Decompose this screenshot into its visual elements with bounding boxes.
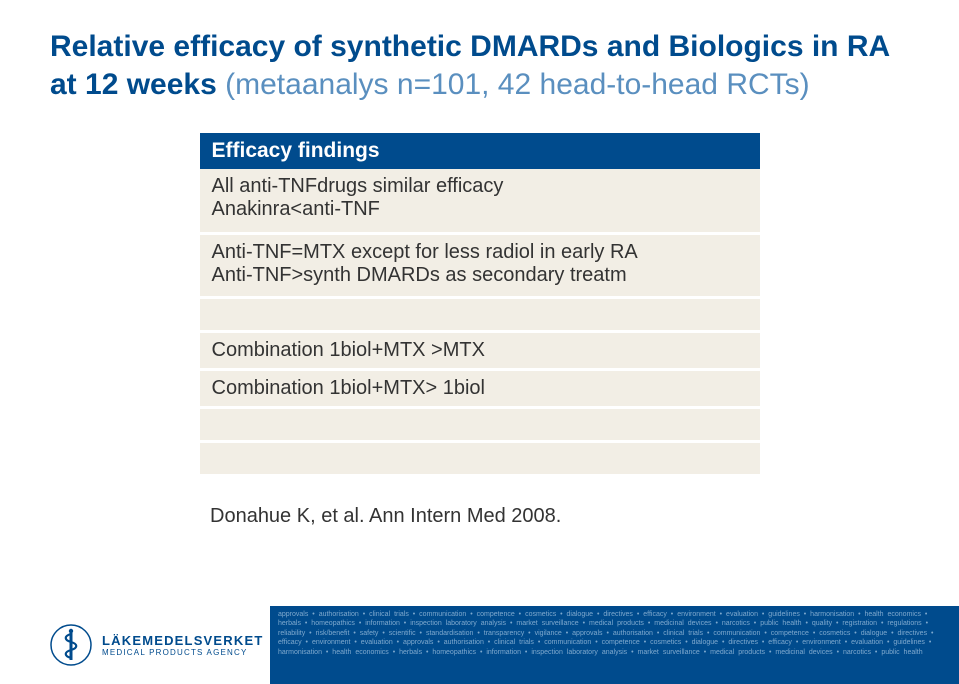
logo-text: LÄKEMEDELSVERKET MEDICAL PRODUCTS AGENCY [102,633,264,657]
citation: Donahue K, et al. Ann Intern Med 2008. [210,505,909,528]
table-row: Anti-TNF=MTX except for less radiol in e… [200,233,760,297]
table-header: Efficacy findings [200,133,760,169]
footer: LÄKEMEDELSVERKET MEDICAL PRODUCTS AGENCY… [0,606,959,684]
table-row [200,297,760,331]
snake-staff-icon [50,624,92,666]
logo-line1: LÄKEMEDELSVERKET [102,633,264,648]
slide: Relative efficacy of synthetic DMARDs an… [0,0,959,684]
table-row: Combination 1biol+MTX> 1biol [200,369,760,407]
table-row [200,441,760,475]
agency-logo: LÄKEMEDELSVERKET MEDICAL PRODUCTS AGENCY [0,606,270,684]
logo-line2: MEDICAL PRODUCTS AGENCY [102,648,264,657]
title-sub: (metaanalys n=101, 42 head-to-head RCTs) [225,68,810,101]
table-row: Combination 1biol+MTX >MTX [200,331,760,369]
findings-table-wrap: Efficacy findings All anti-TNFdrugs simi… [200,133,760,477]
slide-title: Relative efficacy of synthetic DMARDs an… [50,28,909,103]
findings-table: Efficacy findings All anti-TNFdrugs simi… [200,133,760,477]
table-row: All anti-TNFdrugs similar efficacyAnakin… [200,169,760,233]
footer-word-cloud: approvals • authorisation • clinical tri… [270,606,959,684]
table-row [200,407,760,441]
